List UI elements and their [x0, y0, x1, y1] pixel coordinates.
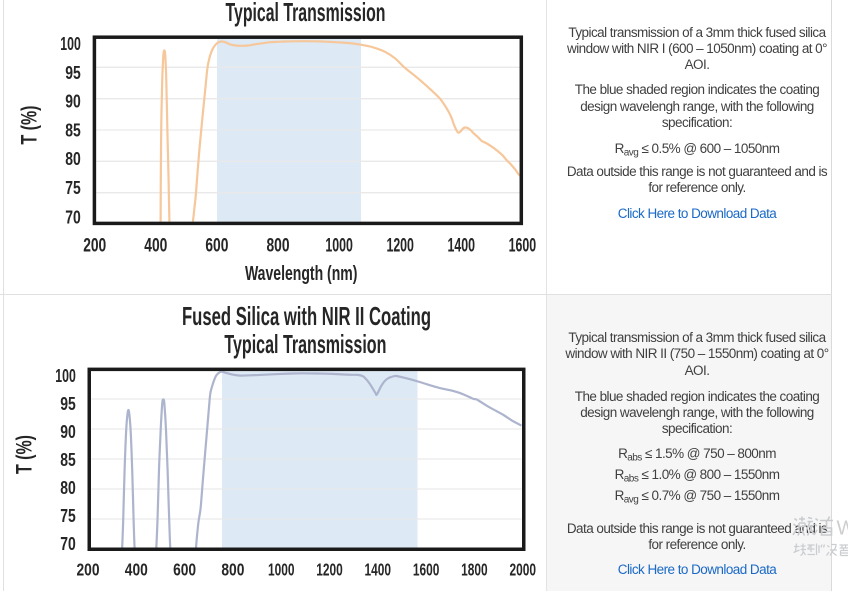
svg-text:Wavelength (nm): Wavelength (nm) [245, 263, 358, 285]
svg-text:100: 100 [55, 366, 76, 386]
svg-text:90: 90 [65, 92, 81, 112]
svg-text:800: 800 [221, 559, 244, 579]
svg-text:1200: 1200 [316, 559, 343, 579]
svg-text:1000: 1000 [325, 235, 353, 256]
svg-text:T (%): T (%) [17, 106, 42, 145]
svg-text:100: 100 [60, 34, 81, 54]
svg-text:1400: 1400 [365, 559, 392, 579]
svg-text:75: 75 [65, 178, 81, 198]
svg-text:400: 400 [125, 559, 148, 579]
svg-text:70: 70 [60, 534, 76, 554]
svg-text:800: 800 [267, 235, 290, 256]
svg-text:70: 70 [65, 208, 81, 228]
svg-text:1000: 1000 [268, 559, 295, 579]
svg-text:90: 90 [60, 422, 76, 442]
svg-text:200: 200 [77, 559, 100, 579]
svg-text:T (%): T (%) [11, 435, 36, 474]
svg-text:1200: 1200 [386, 235, 414, 256]
svg-text:Fused Silica with NIR II Coati: Fused Silica with NIR II Coating [182, 301, 431, 331]
svg-text:200: 200 [83, 235, 106, 256]
svg-text:600: 600 [173, 559, 196, 579]
svg-text:85: 85 [65, 120, 81, 140]
svg-text:1600: 1600 [509, 235, 537, 256]
svg-text:80: 80 [65, 149, 81, 169]
svg-text:75: 75 [60, 506, 76, 526]
svg-text:1600: 1600 [413, 559, 440, 579]
svg-text:1800: 1800 [461, 559, 488, 579]
svg-text:Typical Transmission: Typical Transmission [224, 329, 386, 359]
svg-text:600: 600 [205, 235, 228, 256]
svg-text:95: 95 [65, 63, 81, 83]
svg-text:400: 400 [144, 235, 167, 256]
svg-text:Windows: Windows [837, 518, 848, 540]
svg-text:1400: 1400 [448, 235, 476, 256]
svg-text:Typical Transmission: Typical Transmission [226, 0, 386, 27]
svg-text:85: 85 [60, 450, 76, 470]
svg-text:2000: 2000 [509, 559, 536, 579]
svg-text:80: 80 [60, 478, 76, 498]
svg-text:95: 95 [60, 394, 76, 414]
